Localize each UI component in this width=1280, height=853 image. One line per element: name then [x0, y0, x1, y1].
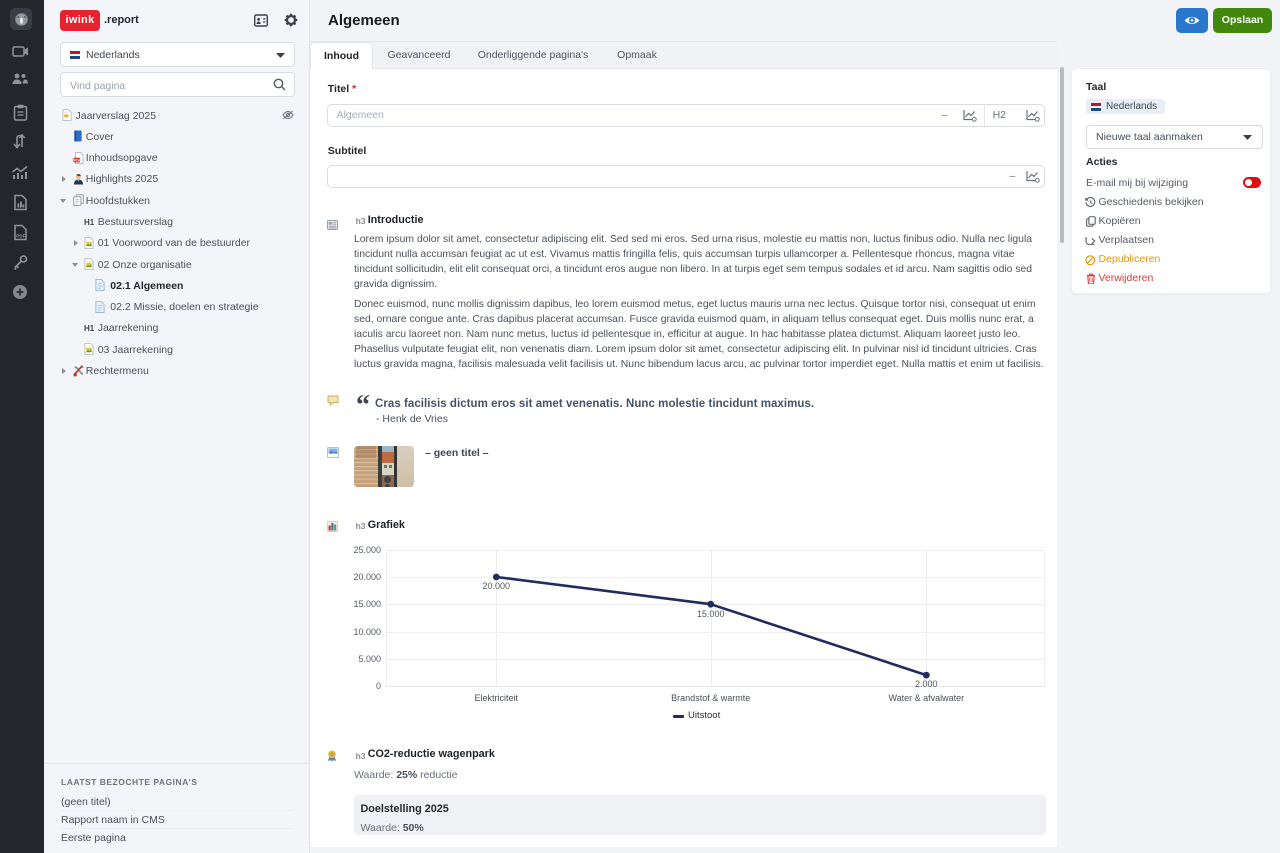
svg-text:PDF: PDF: [16, 233, 25, 238]
svg-text:PDF: PDF: [74, 158, 81, 162]
